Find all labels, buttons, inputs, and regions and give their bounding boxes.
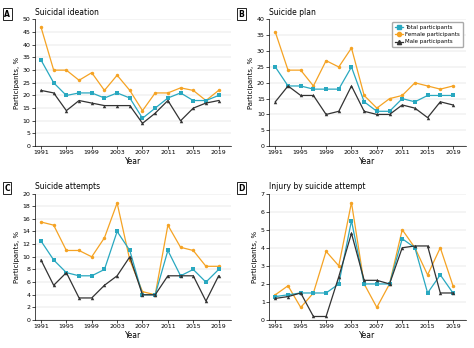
Text: C: C [4,184,10,193]
X-axis label: Year: Year [125,157,141,166]
Text: A: A [4,10,10,19]
X-axis label: Year: Year [359,331,375,340]
Text: Suicide plan: Suicide plan [269,8,316,17]
Text: Injury by suicide attempt: Injury by suicide attempt [269,182,365,191]
Text: D: D [238,184,245,193]
X-axis label: Year: Year [125,331,141,340]
X-axis label: Year: Year [359,157,375,166]
Legend: Total participants, Female participants, Male participants: Total participants, Female participants,… [392,22,463,47]
Y-axis label: Participants, %: Participants, % [14,231,20,283]
Y-axis label: Participants, %: Participants, % [248,57,254,109]
Text: B: B [238,10,244,19]
Y-axis label: Participants, %: Participants, % [252,231,258,283]
Y-axis label: Participants, %: Participants, % [14,57,20,109]
Text: Suicide attempts: Suicide attempts [35,182,100,191]
Text: Suicidal ideation: Suicidal ideation [35,8,99,17]
